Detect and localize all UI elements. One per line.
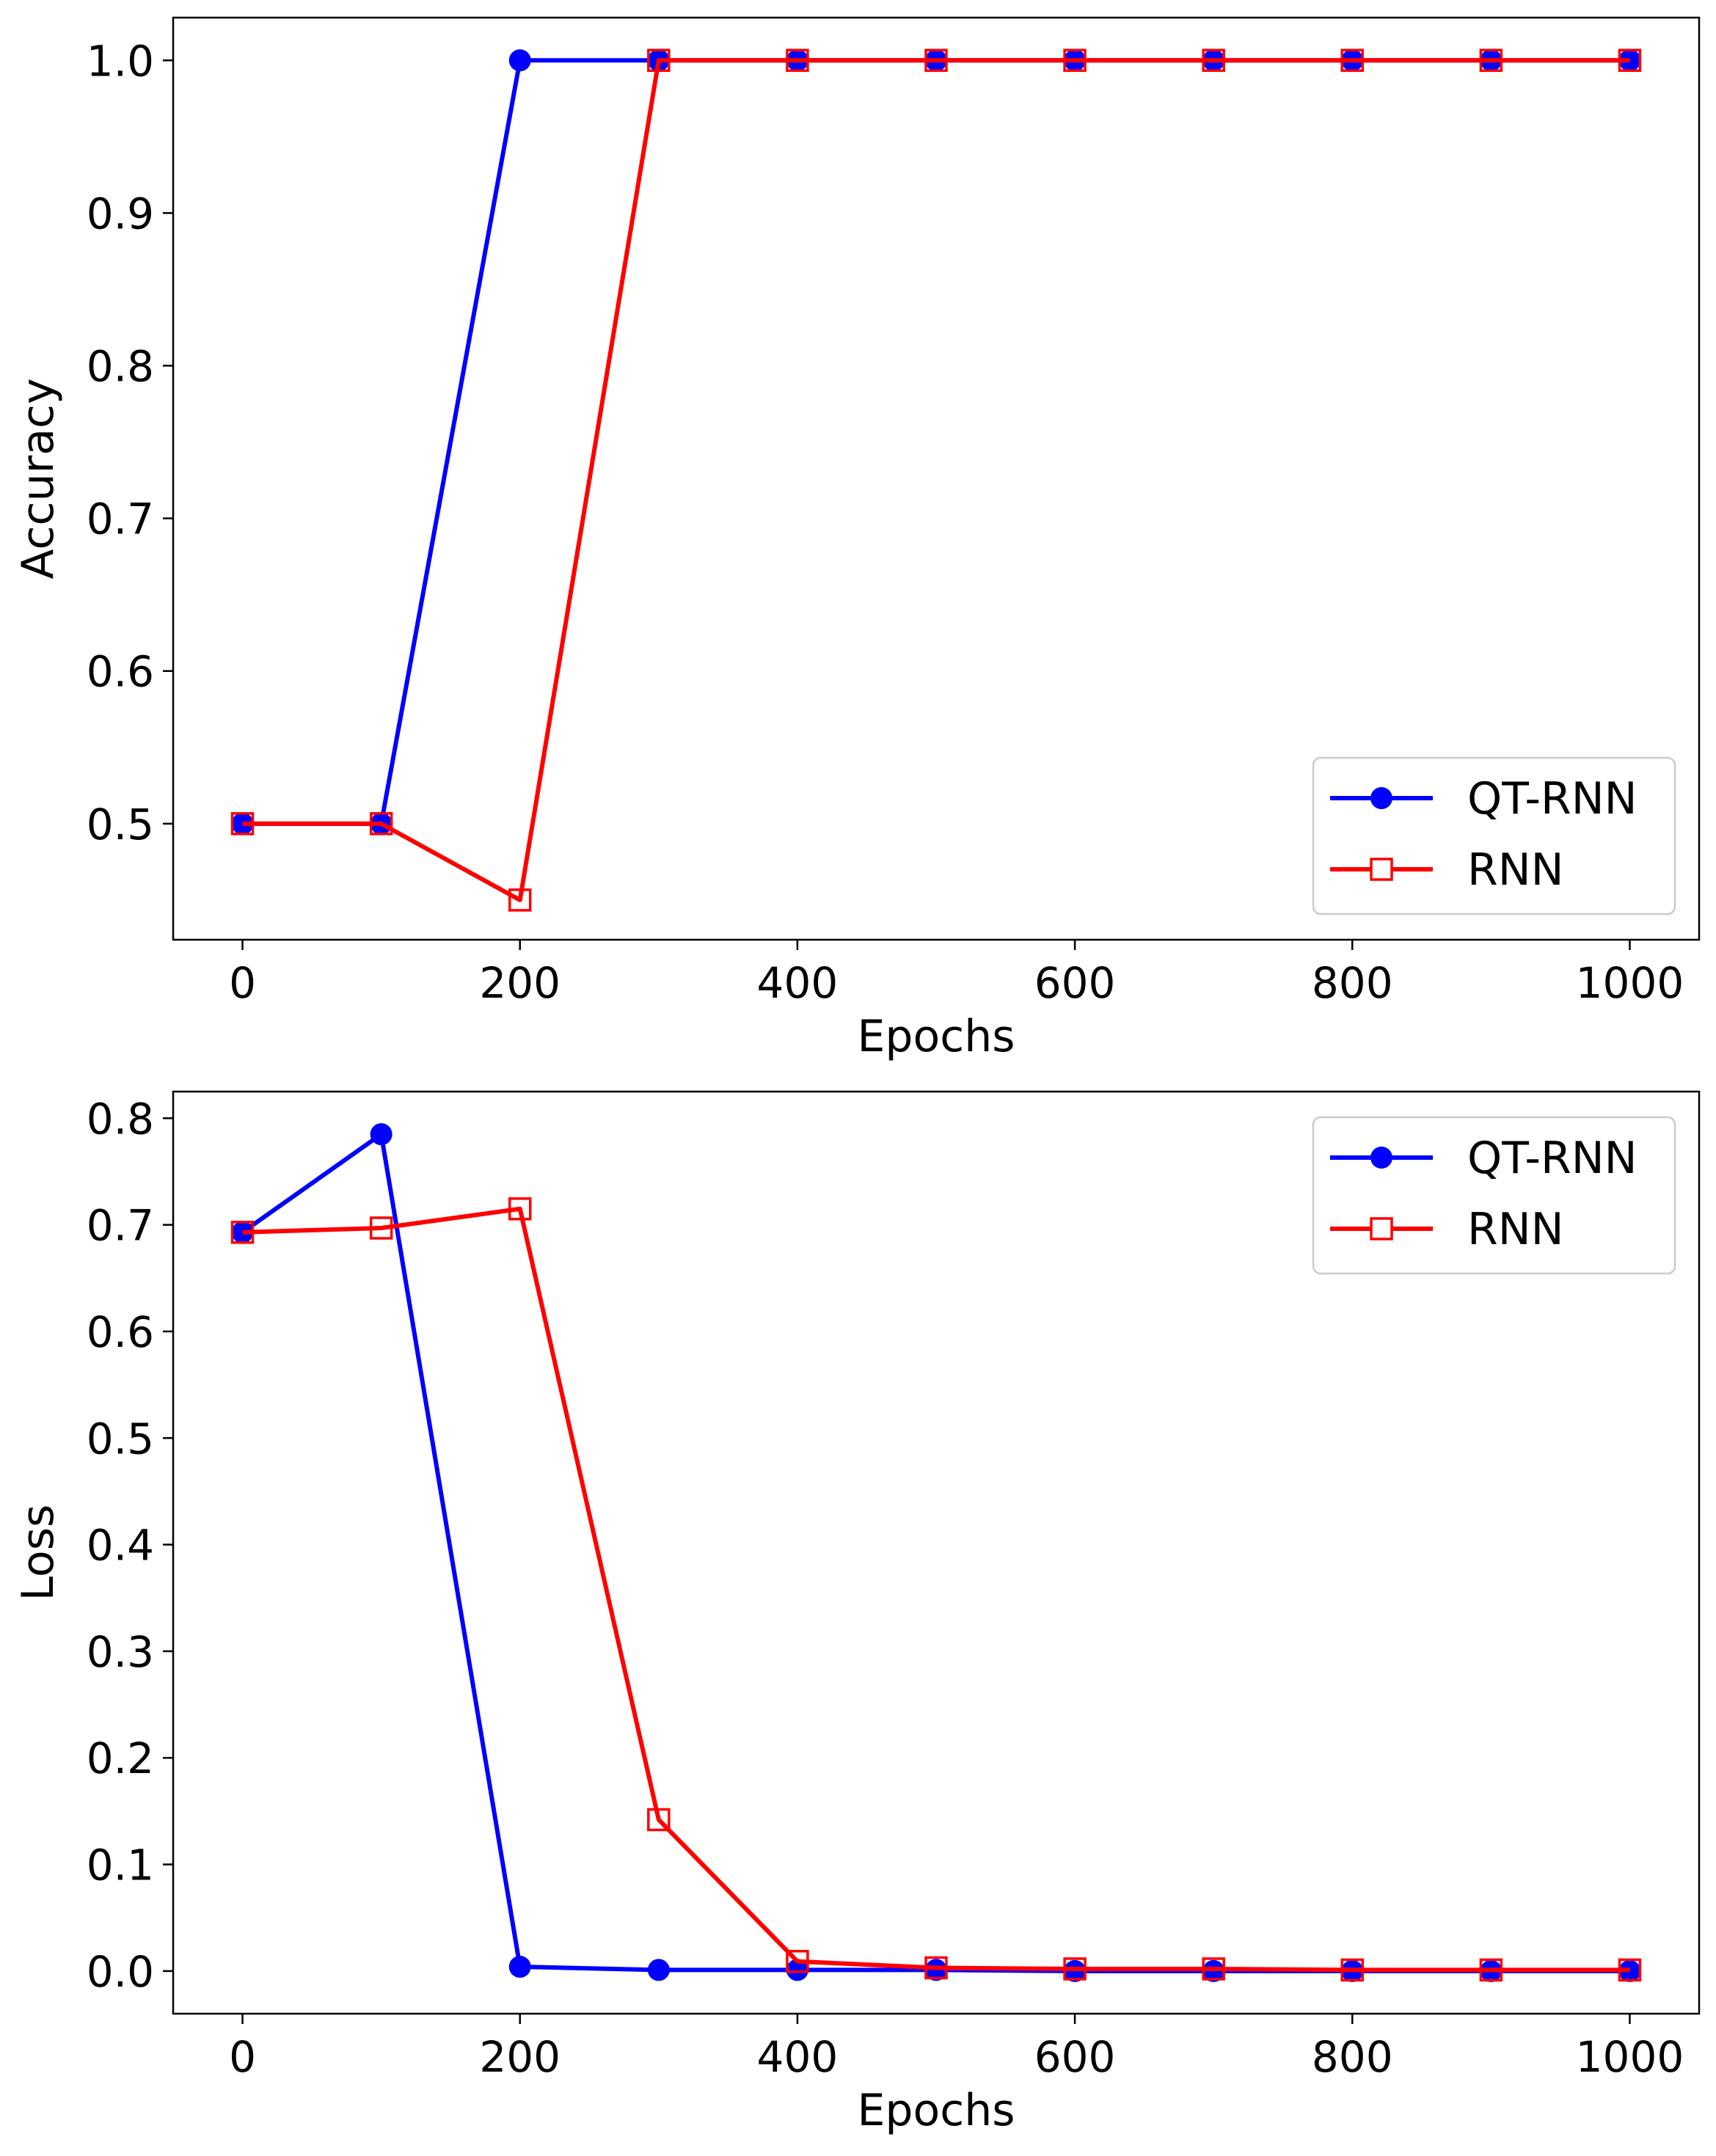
data-point-rnn: [1479, 1958, 1503, 1982]
x-tick-label: 400: [757, 2032, 839, 2082]
y-tick-label: 0.9: [87, 189, 154, 238]
y-tick-label: 0.0: [87, 1947, 154, 1997]
y-tick-label: 0.4: [87, 1521, 154, 1571]
x-axis-title: Epochs: [858, 1011, 1015, 1062]
y-tick-label: 0.6: [87, 1307, 154, 1357]
data-point-qt-rnn: [786, 1959, 808, 1981]
data-point-rnn: [1340, 48, 1365, 73]
y-tick-label: 0.6: [87, 647, 154, 697]
legend: QT-RNN RNN: [1312, 1116, 1676, 1275]
data-point-rnn: [1618, 1958, 1642, 1982]
data-point-qt-rnn: [508, 1956, 531, 1978]
legend-marker: [1370, 1147, 1392, 1169]
data-point-rnn: [230, 812, 255, 836]
x-tick-label: 1000: [1576, 958, 1684, 1008]
y-axis-title: Loss: [12, 1505, 64, 1601]
data-point-rnn: [1202, 48, 1225, 73]
x-tick-label: 0: [229, 2032, 256, 2082]
chart-loss: 0 200 400 600 800 1000 0.0 0.1 0.2 0.3 0.4 0.5 0.6 0.…: [12, 1090, 1701, 2136]
x-tick-label: 200: [479, 958, 561, 1008]
data-point-rnn: [786, 48, 809, 73]
y-tick-label: 0.2: [87, 1733, 154, 1783]
data-point-rnn: [1063, 1957, 1087, 1981]
series-line-qt-rnn: [242, 58, 1630, 826]
y-tick-label: 1.0: [87, 36, 154, 86]
y-tick-label: 0.8: [87, 341, 154, 391]
x-axis-title: Epochs: [858, 2085, 1015, 2136]
x-tick-label: 800: [1312, 2032, 1393, 2082]
data-point-rnn: [647, 48, 671, 73]
data-point-rnn: [508, 1197, 532, 1221]
x-tick-label: 600: [1034, 958, 1116, 1008]
legend-label: QT-RNN: [1467, 1133, 1637, 1184]
x-tick-label: 0: [229, 958, 256, 1008]
legend-marker: [1370, 1217, 1393, 1240]
data-point-rnn: [230, 1221, 255, 1244]
data-point-qt-rnn: [508, 49, 531, 72]
y-axis-title: Accuracy: [12, 379, 64, 580]
data-point-qt-rnn: [647, 1959, 670, 1981]
chart-accuracy: 0 200 400 600 800 1000 0.5 0.6 0.7 0.8 0.9 1.0 Epoch…: [12, 16, 1701, 1062]
legend-label: RNN: [1467, 844, 1563, 896]
data-point-rnn: [1479, 48, 1503, 73]
y-tick-label: 0.5: [87, 1414, 154, 1463]
series-line-rnn: [242, 58, 1630, 902]
y-tick-label: 0.1: [87, 1841, 154, 1890]
data-point-rnn: [647, 1808, 671, 1832]
x-tick-label: 400: [757, 958, 839, 1008]
axes-frame: [172, 16, 1701, 941]
data-point-rnn: [1618, 48, 1642, 73]
data-point-qt-rnn: [370, 1123, 393, 1146]
legend-label: RNN: [1467, 1204, 1563, 1255]
data-point-rnn: [786, 1950, 809, 1973]
series-line-rnn: [242, 1206, 1630, 1973]
x-tick-label: 200: [479, 2032, 561, 2082]
data-point-rnn: [369, 1216, 393, 1240]
y-tick-label: 0.7: [87, 1201, 154, 1251]
legend: QT-RNN RNN: [1312, 756, 1676, 916]
data-point-rnn: [1340, 1958, 1365, 1982]
x-tick-label: 600: [1034, 2032, 1116, 2082]
legend-label: QT-RNN: [1467, 773, 1637, 825]
y-tick-label: 0.3: [87, 1627, 154, 1677]
axes-frame: [172, 1090, 1701, 2015]
legend-marker: [1370, 858, 1393, 881]
data-point-rnn: [369, 812, 393, 836]
y-tick-label: 0.8: [87, 1094, 154, 1144]
data-point-rnn: [1202, 1957, 1225, 1981]
data-point-rnn: [924, 1956, 948, 1980]
data-point-rnn: [924, 48, 948, 73]
data-point-rnn: [1063, 48, 1087, 73]
y-tick-label: 0.5: [87, 800, 154, 849]
data-point-rnn: [508, 888, 532, 912]
x-tick-label: 1000: [1576, 2032, 1684, 2082]
x-tick-label: 800: [1312, 958, 1393, 1008]
legend-marker: [1370, 787, 1392, 809]
y-tick-label: 0.7: [87, 494, 154, 544]
